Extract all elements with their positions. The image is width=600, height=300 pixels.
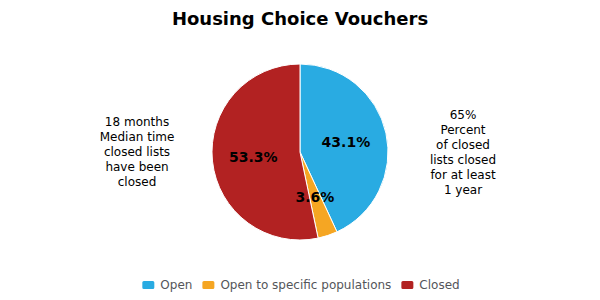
svg-text:of closed: of closed [436, 138, 490, 152]
svg-text:Closed: Closed [419, 278, 459, 292]
svg-text:Percent: Percent [440, 123, 485, 137]
svg-text:53.3%: 53.3% [229, 149, 278, 165]
svg-text:closed lists: closed lists [104, 145, 170, 159]
svg-text:for at least: for at least [430, 168, 496, 182]
svg-text:3.6%: 3.6% [295, 189, 334, 205]
svg-text:lists closed: lists closed [430, 153, 496, 167]
svg-text:Median time: Median time [100, 130, 175, 144]
svg-text:18 months: 18 months [105, 115, 169, 129]
svg-text:65%: 65% [450, 108, 477, 122]
svg-text:1 year: 1 year [444, 183, 482, 197]
svg-text:closed: closed [118, 175, 157, 189]
svg-text:43.1%: 43.1% [322, 134, 371, 150]
svg-text:Open: Open [160, 278, 192, 292]
svg-text:Open to specific populations: Open to specific populations [220, 278, 391, 292]
svg-text:have been: have been [105, 160, 168, 174]
svg-text:Housing Choice Vouchers: Housing Choice Vouchers [172, 8, 428, 29]
